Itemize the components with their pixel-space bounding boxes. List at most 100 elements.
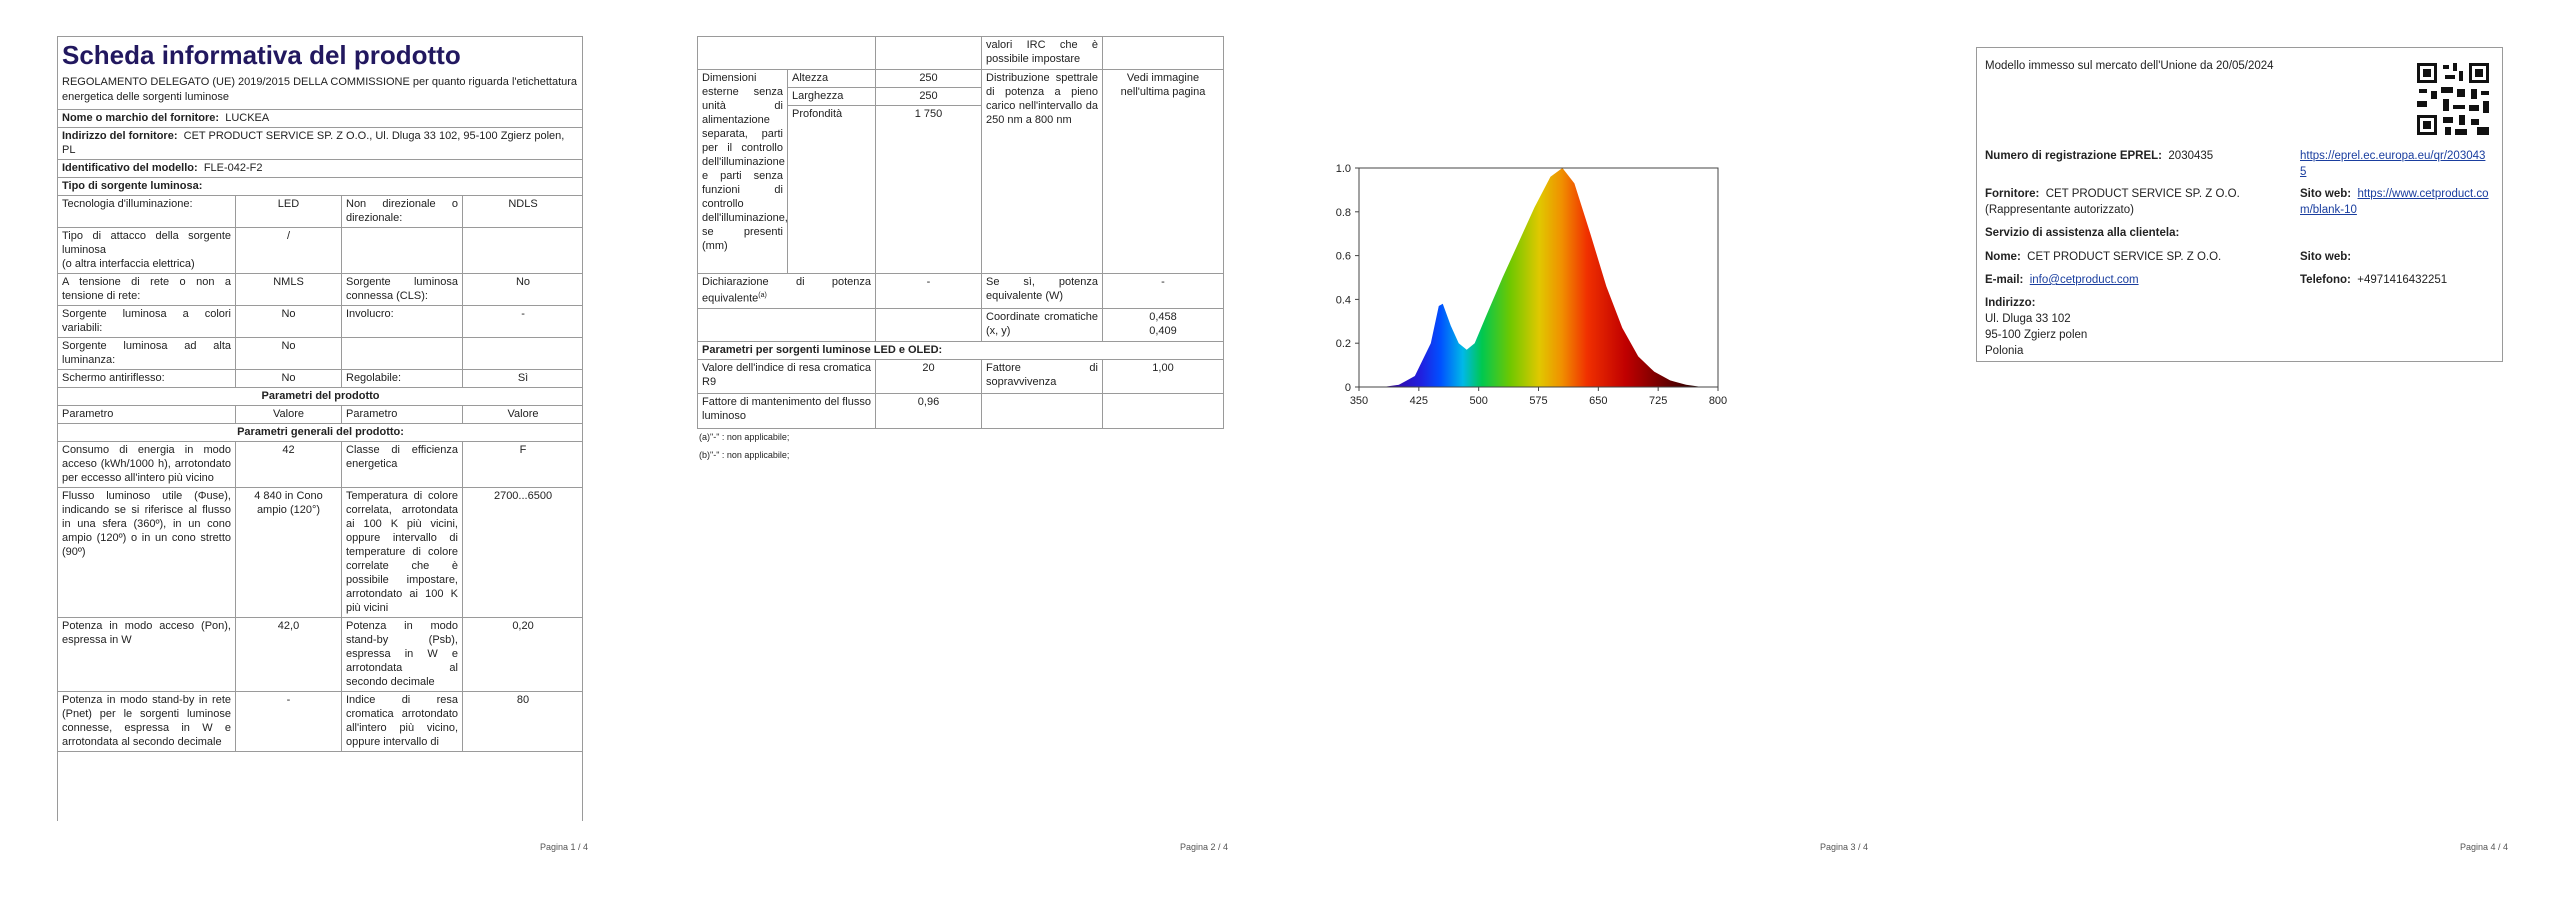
- row: Valore dell'indice di resa cromatica R9 …: [697, 358, 1224, 394]
- field-cell: Indirizzo del fornitore: CET PRODUCT SER…: [58, 127, 582, 160]
- cell: 20: [875, 358, 982, 394]
- field-value: 2030435: [2168, 150, 2214, 162]
- row: Identificativo del modello: FLE-042-F2: [58, 159, 582, 178]
- service-name-row: Nome: CET PRODUCT SERVICE SP. Z O.O.: [1985, 249, 2221, 265]
- cell: -: [235, 691, 342, 752]
- row: Tecnologia d'illuminazione: LED Non direzi…: [58, 195, 582, 228]
- x-tick-label: 575: [1529, 395, 1547, 407]
- section-header: Tipo di sorgente luminosa:: [58, 177, 582, 196]
- cell: Schermo antiriflesso:: [58, 369, 236, 388]
- cell: Sorgente luminosa connessa (CLS):: [341, 273, 463, 306]
- footnotes: (a)"-" : non applicabile; (b)"-" : non a…: [699, 428, 789, 464]
- empty-cell: [461, 337, 582, 370]
- field-value: +4971416432251: [2357, 274, 2448, 286]
- empty-cell: [341, 337, 463, 370]
- spectrum-chart: 0 0.2 0.4 0.6 0.8 1.0 350 425 500 575 650 725 800: [1336, 163, 1727, 407]
- y-tick-label: 0.4: [1336, 294, 1351, 306]
- cell-text: 0,409: [1149, 324, 1177, 337]
- field-value: FLE-042-F2: [203, 162, 263, 174]
- cell: Regolabile:: [341, 369, 463, 388]
- cell: Tipo di attacco della sorgente luminosa …: [58, 227, 236, 274]
- cell: F: [461, 441, 582, 488]
- row: Sorgente luminosa a colori variabili: No I…: [58, 305, 582, 338]
- cell: Larghezza: [787, 87, 876, 106]
- x-tick-label: 350: [1350, 395, 1368, 407]
- page-footer: Pagina 3 / 4: [1820, 842, 1869, 852]
- cell: Profondità: [787, 105, 876, 274]
- product-sheet: Scheda informativa del prodotto REGOLAME…: [57, 36, 583, 821]
- market-date: Modello immesso sul mercato dell'Unione …: [1985, 60, 2274, 72]
- phone-row: Telefono: +4971416432251: [2300, 272, 2447, 288]
- page-footer: Pagina 2 / 4: [1180, 842, 1229, 852]
- row: Potenza in modo stand-by in rete (Pnet) …: [58, 691, 582, 752]
- address-line: 95-100 Zgierz polen: [1985, 329, 2088, 341]
- cell: Parametro: [341, 405, 463, 424]
- supplier-web-row: Sito web: https://www.cetproduct.com/bla…: [2300, 186, 2495, 218]
- spectrum-area: [1382, 168, 1703, 387]
- cell: Valore: [235, 405, 342, 424]
- cell: Vedi immagine nell'ultima pagina: [1102, 69, 1224, 274]
- row: Tipo di attacco della sorgente luminosa …: [58, 227, 582, 274]
- row: Nome o marchio del fornitore: LUCKEA: [58, 109, 582, 128]
- cell: Coordinate cromatiche (x, y): [981, 307, 1103, 342]
- cell: 0,96: [875, 392, 982, 429]
- cell: 42: [235, 441, 342, 488]
- address-line: Ul. Dluga 33 102: [1985, 313, 2071, 325]
- cell: 250: [875, 87, 982, 106]
- row: Parametri per sorgenti luminose LED e OL…: [697, 340, 1224, 360]
- row: Coordinate cromatiche (x, y) 0,458 0,409: [697, 307, 1224, 342]
- address-block: Indirizzo: Ul. Dluga 33 102 95-100 Zgier…: [1985, 295, 2087, 359]
- row: Indirizzo del fornitore: CET PRODUCT SER…: [58, 127, 582, 160]
- email-row: E-mail: info@cetproduct.com: [1985, 272, 2139, 288]
- row: Consumo di energia in modo acceso (kWh/1…: [58, 441, 582, 488]
- cell: 4 840 in Cono ampio (120°): [235, 487, 342, 618]
- field-value: CET PRODUCT SERVICE SP. Z O.O. (Rapprese…: [1985, 188, 2240, 216]
- cell: NMLS: [235, 273, 342, 306]
- row: Dichiarazione di potenza equivalente(a) …: [697, 273, 1224, 309]
- cell: -: [875, 273, 982, 309]
- field-label: Numero di registrazione EPREL:: [1985, 150, 2163, 162]
- cell: Parametro: [58, 405, 236, 424]
- row: Parametri del prodotto: [58, 387, 582, 406]
- empty-cell: [341, 227, 463, 274]
- eprel-link[interactable]: https://eprel.ec.europa.eu/qr/2030435: [2300, 150, 2486, 178]
- cell: Valore: [461, 405, 582, 424]
- cell: valori IRC che è possibile impostare: [981, 36, 1103, 70]
- registration-box: Modello immesso sul mercato dell'Unione …: [1976, 47, 2503, 362]
- cell: NDLS: [461, 195, 582, 228]
- field-label: Fornitore:: [1985, 188, 2040, 200]
- cell: Indice di resa cromatica arrotondato all…: [341, 691, 463, 752]
- email-link[interactable]: info@cetproduct.com: [2029, 274, 2139, 286]
- cell: Sì: [461, 369, 582, 388]
- field-cell: Nome o marchio del fornitore: LUCKEA: [58, 109, 582, 128]
- row: Dimensioni esterne senza unità di alimen…: [697, 69, 1224, 274]
- cell: Involucro:: [341, 305, 463, 338]
- row: Parametri generali del prodotto:: [58, 423, 582, 442]
- row: A tensione di rete o non a tensione di r…: [58, 273, 582, 306]
- cell: 250: [875, 69, 982, 88]
- cell: Potenza in modo stand-by (Psb), espressa…: [341, 617, 463, 692]
- sheet-title: Scheda informativa del prodotto: [62, 40, 461, 70]
- cell: A tensione di rete o non a tensione di r…: [58, 273, 236, 306]
- row: Schermo antiriflesso: No Regolabile: Sì: [58, 369, 582, 388]
- field-label: Sito web:: [2300, 251, 2352, 263]
- field-label: Telefono:: [2300, 274, 2351, 286]
- cell: Dichiarazione di potenza equivalente(a): [697, 273, 876, 309]
- cell: 1,00: [1102, 358, 1224, 394]
- cell: 42,0: [235, 617, 342, 692]
- cell: LED: [235, 195, 342, 228]
- x-tick-label: 500: [1469, 395, 1487, 407]
- cell: No: [461, 273, 582, 306]
- product-table-continued: valori IRC che è possibile impostare Dim…: [697, 36, 1224, 429]
- field-label: Indirizzo:: [1985, 297, 2036, 309]
- cell: Valore dell'indice di resa cromatica R9: [697, 358, 876, 394]
- web-link[interactable]: https://www.cetproduct.com/blank-10: [2300, 188, 2489, 216]
- cell: Dimensioni esterne senza unità di alimen…: [697, 69, 788, 274]
- field-value: CET PRODUCT SERVICE SP. Z O.O., Ul. Dlug…: [62, 130, 565, 156]
- cell: Potenza in modo acceso (Pon), espressa i…: [58, 617, 236, 692]
- empty-cell: [461, 227, 582, 274]
- supplier-row: Fornitore: CET PRODUCT SERVICE SP. Z O.O…: [1985, 186, 2285, 218]
- cell: No: [235, 305, 342, 338]
- cell: Sorgente luminosa ad alta luminanza:: [58, 337, 236, 370]
